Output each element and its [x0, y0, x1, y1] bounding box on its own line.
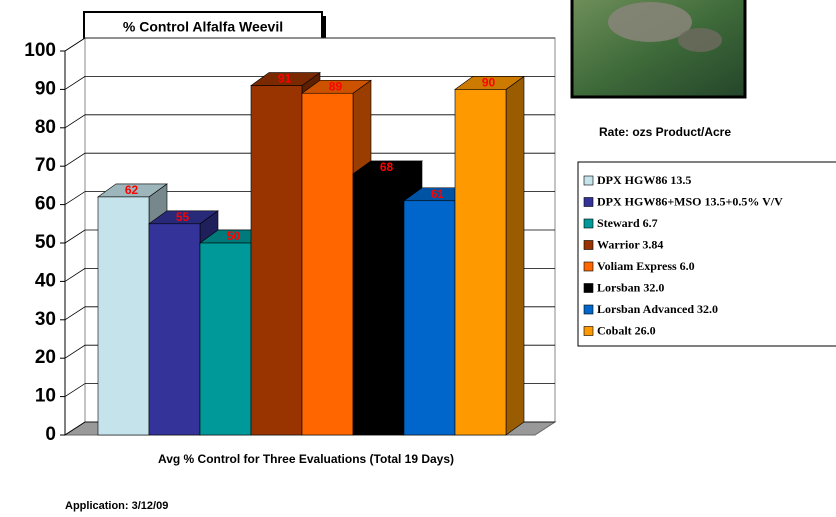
legend-swatch — [584, 219, 593, 228]
y-tick-label: 80 — [35, 117, 56, 138]
bar — [455, 76, 524, 435]
legend-swatch — [584, 305, 593, 314]
y-tick-label: 10 — [35, 386, 56, 407]
bar-front — [353, 174, 404, 435]
data-label: 62 — [125, 183, 139, 197]
legend-label: Steward 6.7 — [597, 216, 658, 230]
legend-swatch — [584, 176, 593, 185]
y-tick-label: 20 — [35, 347, 56, 368]
bar-front — [302, 93, 353, 435]
bar-front — [149, 224, 200, 435]
legend-box — [578, 162, 836, 346]
note: Application: 3/12/09 — [65, 500, 168, 512]
y-tick-label: 30 — [35, 309, 56, 330]
y-tick-label: 100 — [24, 40, 56, 61]
y-tick-label: 70 — [35, 155, 56, 176]
y-tick-label: 60 — [35, 194, 56, 215]
data-label: 61 — [431, 187, 445, 201]
chart: % Control Alfalfa Weevil Avg % Control f… — [0, 0, 836, 517]
legend-swatch — [584, 262, 593, 271]
data-label: 55 — [176, 210, 190, 224]
y-tick-label: 0 — [45, 424, 56, 445]
legend-label: DPX HGW86+MSO 13.5+0.5% V/V — [597, 194, 783, 208]
legend-swatch — [584, 284, 593, 293]
data-label: 91 — [278, 72, 292, 86]
legend-title: Rate: ozs Product/Acre — [599, 125, 731, 139]
data-label: 50 — [227, 229, 241, 243]
photo — [572, 0, 745, 97]
legend-swatch — [584, 241, 593, 250]
x-axis-label: Avg % Control for Three Evaluations (Tot… — [158, 452, 454, 466]
chart-title: % Control Alfalfa Weevil — [123, 19, 283, 35]
data-label: 89 — [329, 79, 343, 93]
data-label: 90 — [482, 76, 496, 90]
bar-side — [506, 76, 524, 435]
legend-swatch — [584, 198, 593, 207]
y-tick-label: 40 — [35, 270, 56, 291]
legend-label: Voliam Express 6.0 — [597, 259, 695, 273]
legend-label: Warrior 3.84 — [597, 237, 663, 251]
data-label: 68 — [380, 160, 394, 174]
y-tick-label: 50 — [35, 232, 56, 253]
legend-label: Lorsban 32.0 — [597, 280, 664, 294]
bar-front — [404, 201, 455, 435]
bar-front — [251, 86, 302, 435]
legend-label: Cobalt 26.0 — [597, 323, 656, 337]
bar-front — [455, 89, 506, 435]
y-tick-label: 90 — [35, 78, 56, 99]
bar-front — [98, 197, 149, 435]
legend-label: DPX HGW86 13.5 — [597, 173, 691, 187]
bar-front — [200, 243, 251, 435]
legend-label: Lorsban Advanced 32.0 — [597, 302, 718, 316]
legend-swatch — [584, 327, 593, 336]
